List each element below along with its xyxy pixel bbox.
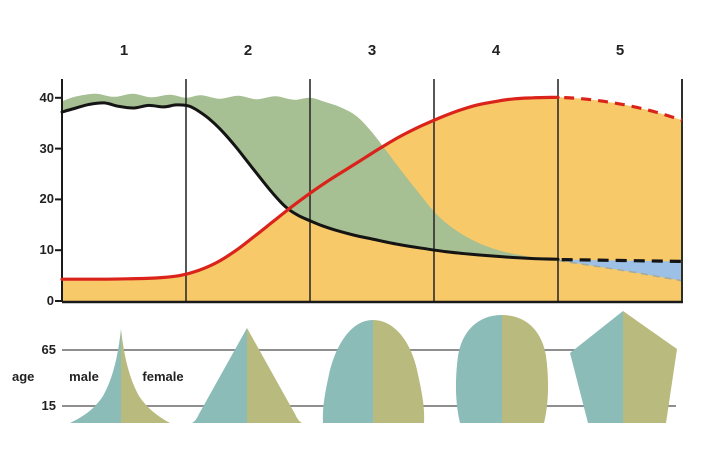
age-65-label: 65 [41,342,56,357]
pyramid-1-female [121,329,170,423]
female-label: female [142,369,184,384]
stage-label-5: 5 [615,42,625,59]
y-tick-30: 30 [39,141,54,156]
pyramid-5-male [570,311,623,423]
y-tick-20: 20 [39,191,54,206]
stage-label-2: 2 [243,42,253,59]
age-axis-label: age [12,369,35,384]
pyramid-1-male [70,329,121,423]
pyramid-4-male [455,315,502,423]
pyramid-3-male [322,320,373,423]
natural-decrease-area [551,259,682,281]
death-rate-line [60,101,560,261]
death-rate-line-dashed [561,258,683,263]
pyramid-2-female [247,328,302,423]
male-label: male [69,369,99,384]
pyramid-5-female [623,311,677,423]
pyramid-3-female [373,320,425,423]
pyramid-4-female [502,315,549,423]
stage-label-4: 4 [491,42,501,59]
y-tick-0: 0 [46,293,54,308]
y-tick-10: 10 [39,242,54,257]
age-15-label: 15 [41,398,56,413]
y-tick-40: 40 [39,90,54,105]
pyramid-2-male [192,328,247,423]
population-line-dashed [564,95,683,122]
birth-rate-edge-stage5 [557,259,683,282]
population-line [60,95,560,281]
stage-label-3: 3 [367,42,377,59]
stage-label-1: 1 [119,42,129,59]
